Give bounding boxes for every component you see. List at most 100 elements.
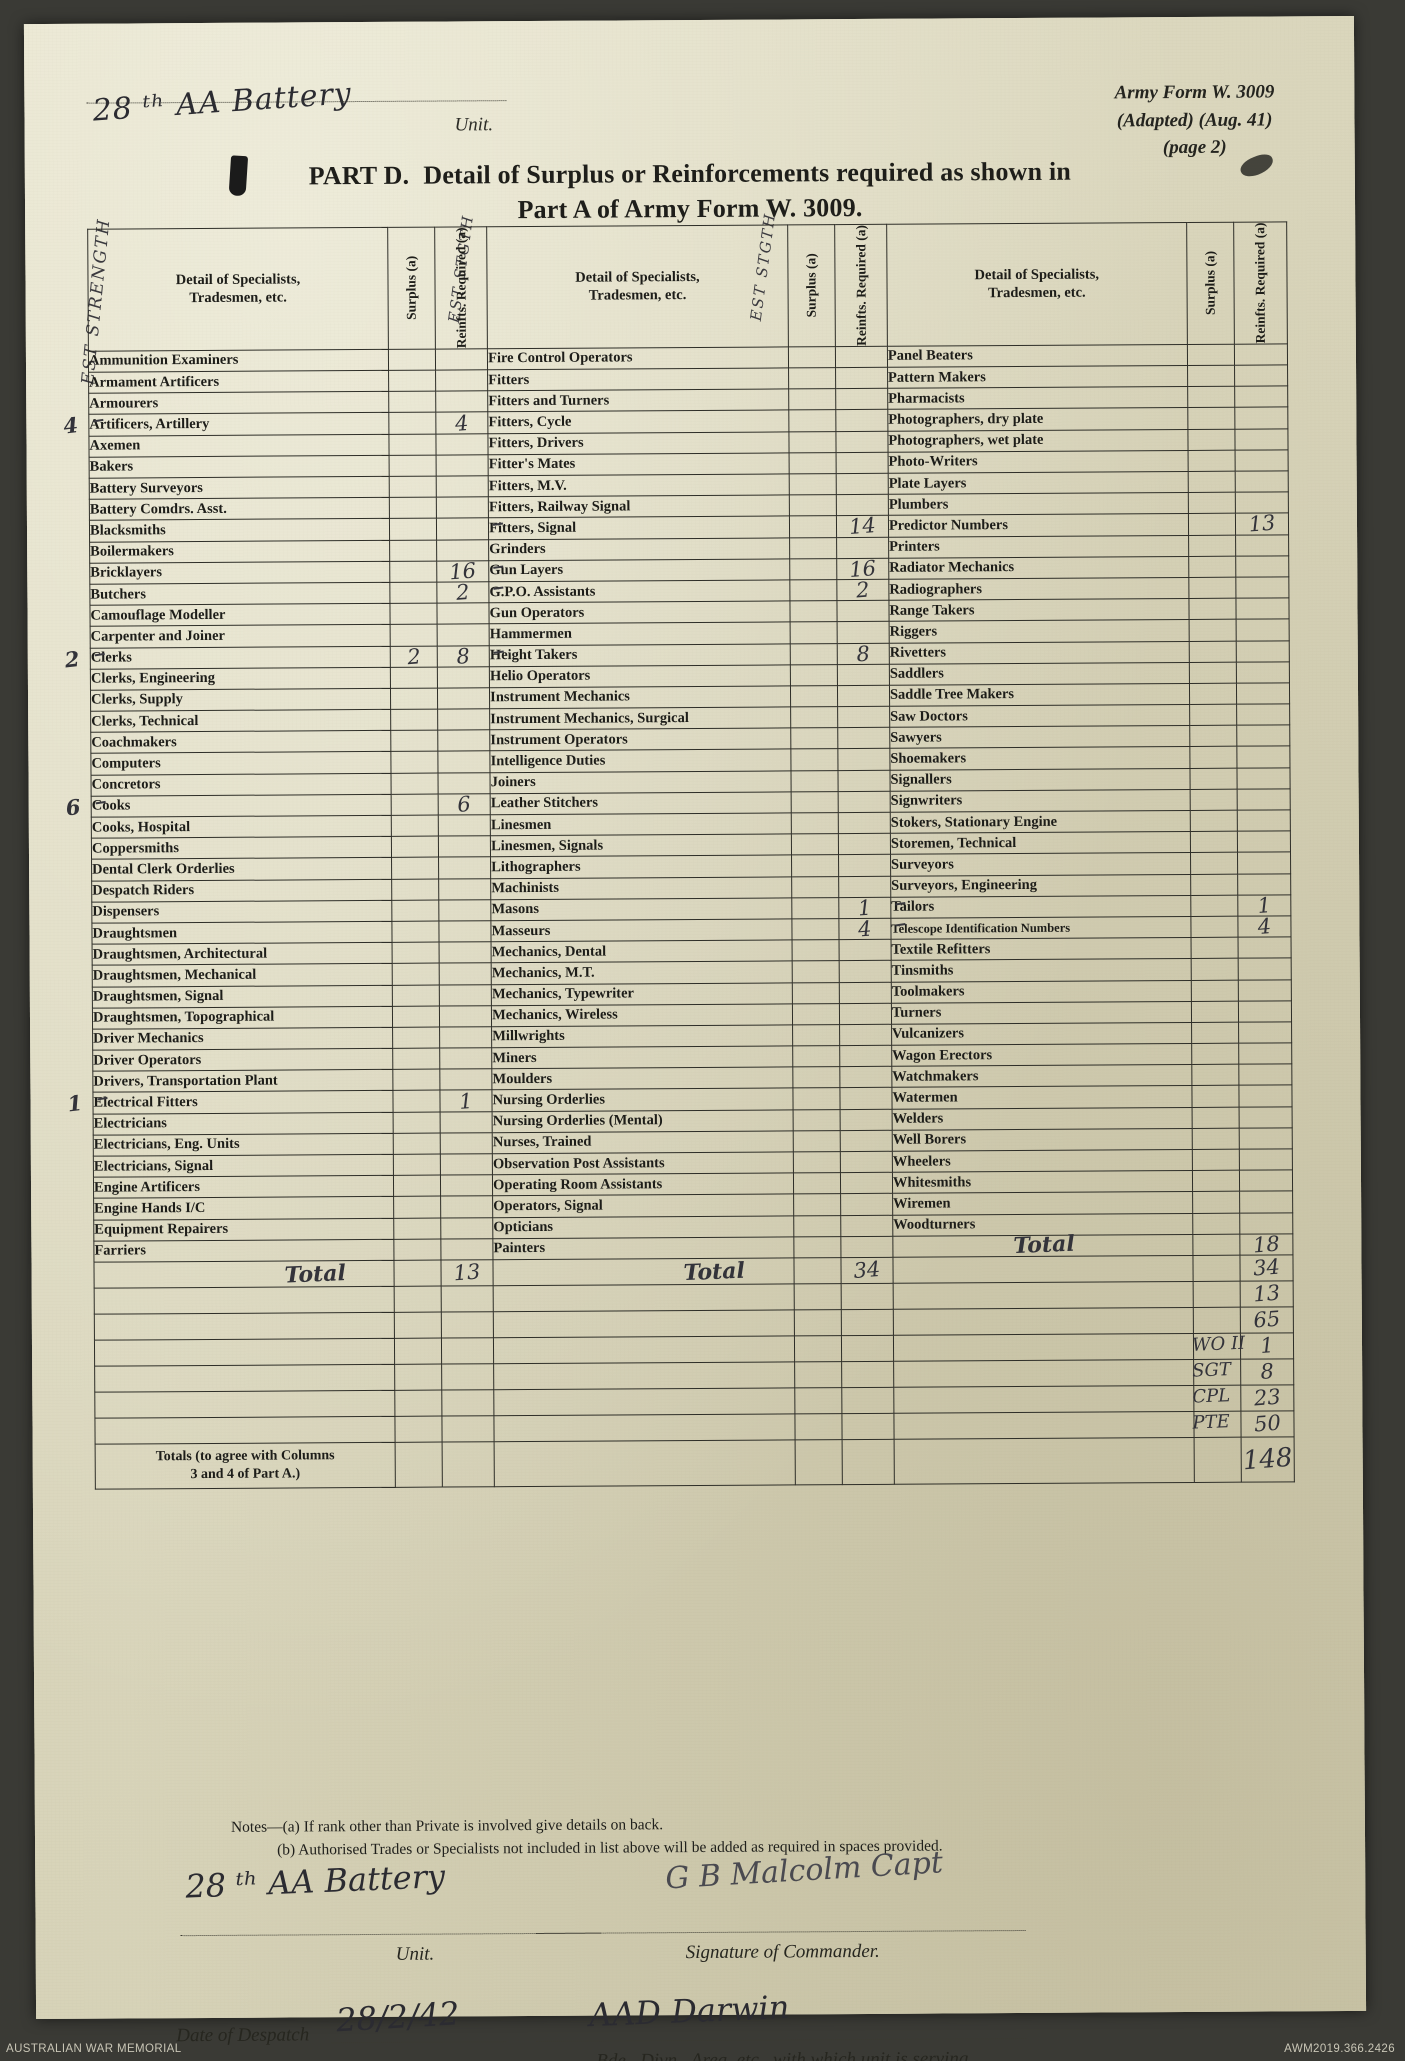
- cell-reinfts: [840, 1172, 893, 1194]
- cell-specialist-name: Draughtsmen, Architectural: [92, 942, 393, 966]
- handwritten-value: 2: [455, 579, 471, 605]
- cell-reinfts: [1237, 831, 1291, 853]
- form-footer: 28 ᵗʰ AA Battery Unit. Date of Despatch …: [35, 1845, 1365, 2061]
- cell-reinfts: [1238, 979, 1292, 1001]
- cell-reinfts: [439, 1005, 492, 1027]
- cell-reinfts: [839, 960, 892, 983]
- cell-reinfts: [440, 1068, 493, 1091]
- cell-specialist-name: Radiographers: [888, 577, 1189, 601]
- cell-reinfts: [442, 1415, 495, 1442]
- cell-specialist-name: Pharmacists: [887, 386, 1188, 410]
- cell-reinfts: [841, 1309, 894, 1336]
- cell-specialist-name: Printers: [888, 535, 1189, 559]
- totals-label-line-2: 3 and 4 of Part A.): [190, 1466, 301, 1483]
- handwritten-value: 13: [453, 1259, 482, 1286]
- cell-specialist-name: Well Borers: [892, 1128, 1192, 1152]
- cell-surplus: [794, 1361, 842, 1388]
- margin-pencil-number: 1: [66, 1090, 84, 1117]
- cell-reinfts: [437, 708, 490, 731]
- totals-label: Totals (to agree with Columns 3 and 4 of …: [95, 1442, 396, 1490]
- cell-surplus: [388, 391, 437, 413]
- cell-blank-specialist: Total: [493, 1258, 794, 1286]
- cell-surplus: [391, 920, 440, 943]
- cell-specialist-name: Armourers: [88, 391, 389, 415]
- handwritten-value: 50: [1253, 1410, 1282, 1437]
- handwritten-value: 23: [1253, 1384, 1282, 1411]
- margin-pencil-number: 6: [64, 793, 82, 821]
- cell-surplus: [1191, 1064, 1239, 1086]
- cell-reinfts: [1236, 661, 1290, 684]
- cell-surplus: [790, 706, 838, 729]
- cell-reinfts: [838, 791, 891, 813]
- cell-reinfts: 4: [436, 410, 489, 435]
- cell-reinfts: [841, 1335, 894, 1362]
- cell-surplus: [394, 1285, 442, 1313]
- handwritten-value: 8: [1259, 1359, 1275, 1385]
- cell-reinfts: 1: [838, 895, 891, 920]
- cell-specialist-name: Instrument Operators: [489, 728, 791, 752]
- cell-surplus: [1188, 619, 1237, 641]
- cell-specialist-name: Operators, Signal: [492, 1194, 794, 1218]
- cell-reinfts: [839, 1066, 892, 1089]
- cell-surplus: [788, 410, 837, 432]
- cell-reinfts: 34: [841, 1257, 894, 1284]
- cell-surplus: [390, 666, 438, 689]
- name-header2-line-1: Detail of Specialists,: [575, 268, 700, 286]
- cell-specialist-name: Despatch Riders: [91, 878, 392, 902]
- cell-reinfts: [1238, 1085, 1293, 1107]
- formation-rule: [536, 2037, 1027, 2042]
- cell-reinfts: [1236, 619, 1290, 641]
- cell-reinfts: [441, 1337, 494, 1364]
- cell-blank-specialist: Total: [93, 1260, 395, 1289]
- cell-surplus: [1187, 492, 1236, 514]
- pencil-tick-mark: [95, 800, 106, 805]
- cell-reinfts: [439, 984, 492, 1006]
- cell-reinfts: 23: [1240, 1384, 1294, 1412]
- margin-pencil-number: 4: [62, 412, 80, 439]
- cell-specialist-name: Nurses, Trained: [492, 1130, 794, 1154]
- cell-surplus: [391, 836, 439, 858]
- page-title: PART D. Detail of Surplus or Reinforcemen…: [25, 152, 1355, 230]
- cell-specialist-name: Wheelers: [892, 1149, 1193, 1173]
- cell-surplus: [1190, 894, 1238, 917]
- totals-cell: [842, 1439, 895, 1485]
- cell-surplus: [389, 560, 438, 583]
- cell-specialist-name: Signallers: [889, 768, 1190, 792]
- cell-reinfts: [1235, 597, 1290, 620]
- cell-specialist-name: Artificers, Artillery 4: [62, 413, 389, 439]
- cell-specialist-name: Fitters: [487, 367, 789, 392]
- cell-reinfts: 4: [839, 917, 891, 941]
- name-header-line-1: Detail of Specialists,: [175, 270, 301, 288]
- cell-surplus: [790, 727, 839, 750]
- col-header-surplus-2: Surplus (a): [787, 224, 836, 347]
- cell-specialist-name: Operating Room Assistants: [492, 1173, 794, 1197]
- totals-cell: [794, 1439, 843, 1485]
- cell-surplus: [1192, 1233, 1240, 1256]
- cell-surplus: [390, 624, 438, 646]
- cell-specialist-name: Riggers: [889, 619, 1189, 643]
- handwritten-value: 18: [1252, 1231, 1281, 1258]
- cell-surplus: [792, 1045, 840, 1068]
- cell-reinfts: 1: [440, 1088, 493, 1114]
- cell-surplus: [788, 431, 837, 453]
- cell-surplus: [393, 1175, 441, 1197]
- cell-specialist-name: Turners: [891, 1001, 1192, 1025]
- handwritten-value: 8: [455, 643, 472, 669]
- title-line-1: Detail of Surplus or Reinforcements requ…: [423, 156, 1072, 190]
- form-reference: Army Form W. 3009 (Adapted) (Aug. 41) (p…: [1115, 78, 1275, 162]
- cell-reinfts: [835, 346, 888, 368]
- grand-total-value: 148: [1241, 1442, 1294, 1477]
- cell-reinfts: [437, 602, 490, 625]
- handwritten-value: 1: [458, 1088, 474, 1114]
- cell-specialist-name: Axemen: [88, 433, 390, 458]
- cell-reinfts: [842, 1413, 895, 1440]
- cell-specialist-name: Intelligence Duties: [489, 749, 791, 773]
- handwritten-value: 8: [855, 641, 871, 667]
- pencil-tick-mark: [493, 522, 504, 527]
- cell-reinfts: [1234, 343, 1288, 366]
- cell-reinfts: [441, 1311, 494, 1338]
- cell-reinfts: [838, 833, 891, 855]
- cell-reinfts: 18: [1239, 1231, 1293, 1258]
- cell-surplus: [391, 878, 440, 901]
- cell-reinfts: [1239, 1212, 1293, 1234]
